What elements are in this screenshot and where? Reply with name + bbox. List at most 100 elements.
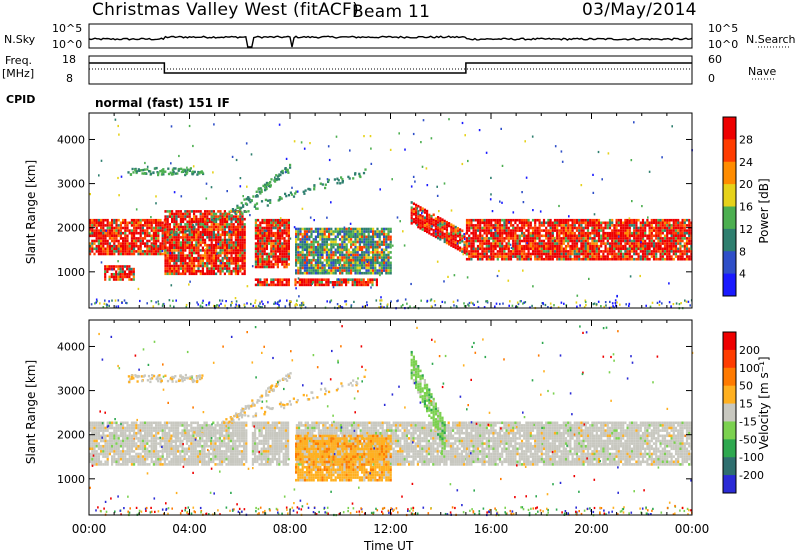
power-cell: [410, 216, 413, 220]
power-cell: [428, 224, 431, 227]
power-cell: [378, 261, 381, 265]
power-cell: [549, 255, 552, 258]
power-cell: [323, 235, 326, 239]
power-cell: [175, 220, 178, 224]
power-cell: [164, 251, 167, 255]
power-cell: [604, 226, 607, 230]
power-cell: [168, 238, 171, 242]
power-cell: [525, 247, 528, 251]
power-cell: [124, 226, 127, 230]
power-cell: [128, 242, 131, 245]
power-cell: [604, 244, 607, 248]
power-cell: [633, 257, 636, 261]
power-cell: [354, 238, 357, 241]
power-cell: [584, 231, 587, 235]
power-cell: [139, 242, 142, 245]
power-cell: [507, 255, 510, 258]
velocity-cell: [89, 457, 92, 461]
power-cell: [608, 221, 612, 225]
power-cell: [186, 262, 189, 265]
power-cell: [201, 262, 204, 265]
power-cell: [633, 244, 636, 248]
power-cell: [496, 218, 499, 222]
power-streak-cell: [341, 180, 344, 183]
power-cell: [622, 257, 625, 261]
power-cell: [573, 231, 576, 235]
power-cell: [481, 257, 484, 261]
power-cell: [688, 224, 691, 227]
power-cell: [410, 214, 413, 217]
power-cell: [534, 239, 537, 243]
power-cell: [190, 267, 193, 270]
power-streak-cell: [177, 168, 180, 171]
power-cell: [644, 247, 647, 251]
power-cell: [352, 264, 355, 267]
power-cell: [608, 231, 612, 235]
power-cell: [608, 252, 612, 256]
power-cell: [637, 255, 640, 258]
power-cell: [212, 238, 215, 242]
power-cell: [670, 244, 673, 248]
power-noise-cell: [658, 300, 661, 303]
power-cell: [281, 231, 284, 235]
power-cell: [91, 231, 94, 235]
power-streak-cell: [319, 182, 322, 185]
power-noise-cell: [296, 190, 299, 193]
power-cell: [121, 273, 124, 276]
power-cell: [345, 278, 348, 281]
power-cell: [385, 235, 388, 239]
power-cell: [148, 221, 151, 225]
power-cell: [128, 244, 131, 248]
power-cell: [272, 234, 275, 238]
power-cell: [115, 270, 118, 273]
power-cell: [159, 247, 162, 251]
power-noise-cell: [420, 141, 422, 144]
power-cell: [323, 251, 326, 254]
power-cell: [633, 224, 636, 227]
power-streak-cell: [341, 178, 344, 181]
power-cell: [106, 265, 109, 268]
power-cell: [239, 269, 242, 273]
power-cell: [186, 243, 189, 247]
power-cell: [243, 241, 246, 244]
power-cell: [661, 247, 664, 251]
power-cell: [611, 247, 614, 251]
power-cell: [542, 234, 546, 238]
power-cell: [600, 242, 603, 245]
power-cell: [410, 219, 413, 222]
power-cell: [419, 206, 422, 209]
power-cell: [628, 226, 631, 230]
power-cell: [135, 224, 138, 227]
power-cell: [283, 278, 286, 281]
power-cell: [204, 233, 207, 237]
power-cell: [573, 234, 576, 238]
power-cell: [505, 244, 508, 248]
power-cell: [297, 235, 300, 239]
power-cell: [564, 247, 568, 251]
power-cell: [670, 231, 673, 235]
power-cell: [367, 281, 370, 284]
power-cell: [641, 244, 645, 248]
power-cell: [672, 231, 675, 235]
power-cell: [297, 238, 300, 241]
power-cell: [334, 251, 337, 254]
power-cell: [297, 253, 300, 257]
power-cell: [336, 232, 339, 236]
power-cell: [173, 223, 176, 226]
power-noise-cell: [94, 302, 96, 305]
power-cell: [212, 272, 215, 276]
power-cell: [652, 244, 656, 248]
power-cell: [294, 281, 297, 284]
power-cell: [179, 223, 182, 226]
power-cell: [215, 249, 218, 252]
power-noise-cell: [426, 299, 429, 302]
power-cell: [152, 231, 155, 235]
power-cell: [659, 218, 662, 222]
power-cell: [215, 241, 218, 244]
power-cell: [385, 258, 388, 262]
power-cell: [523, 247, 526, 251]
power-cell: [195, 249, 198, 252]
power-cell: [575, 250, 579, 253]
power-cell: [317, 235, 320, 239]
power-cell: [595, 244, 598, 248]
